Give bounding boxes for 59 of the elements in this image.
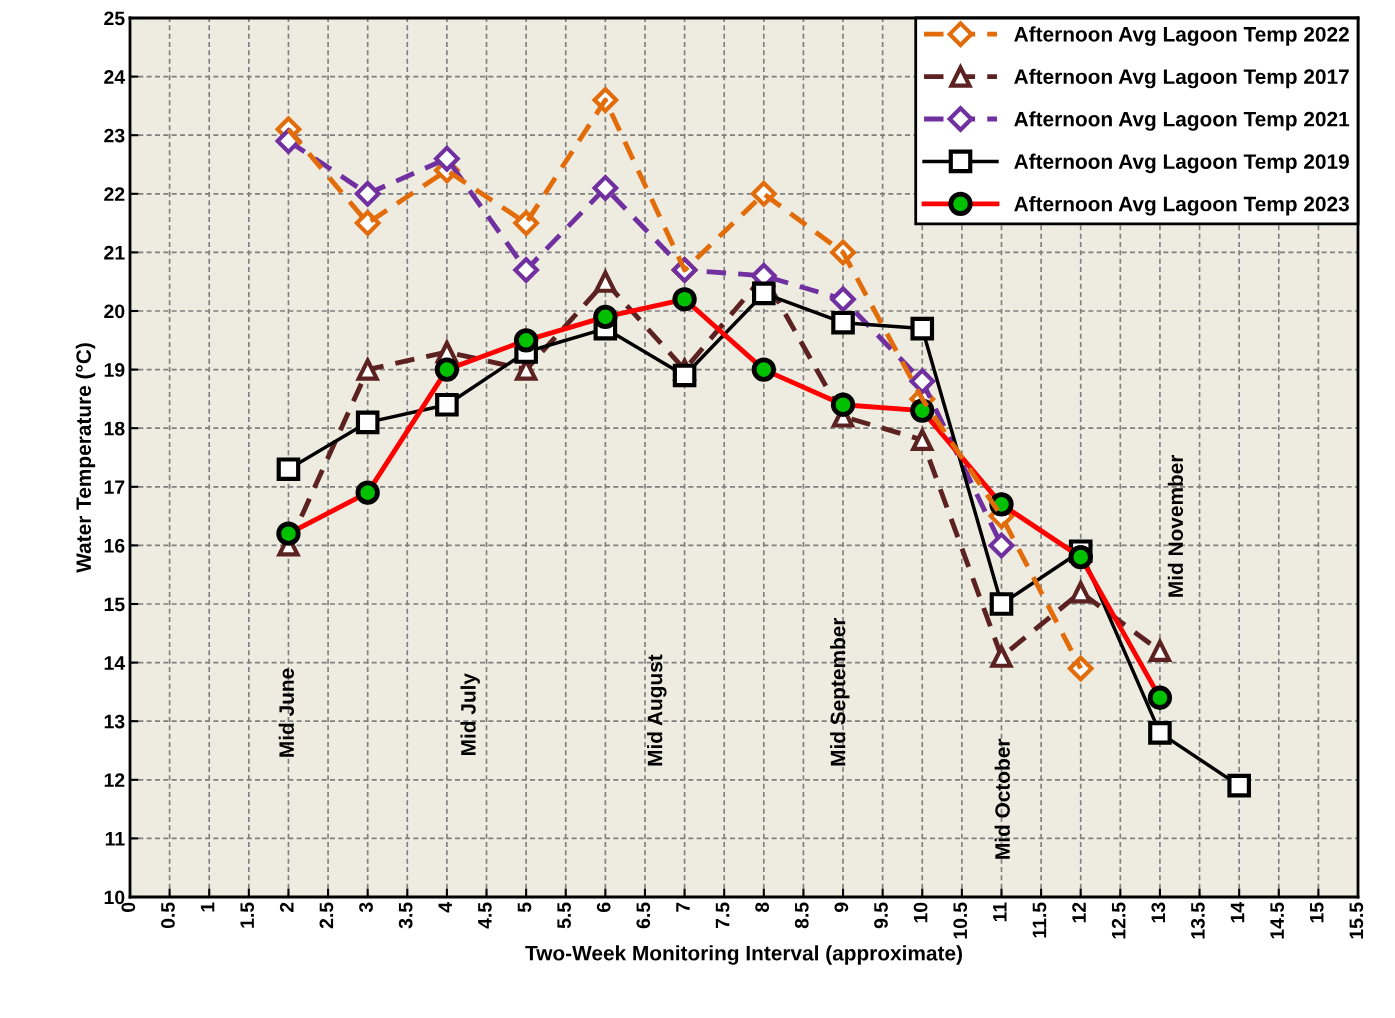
x-tick-label: 9 xyxy=(834,902,849,912)
x-tick-label: 6.5 xyxy=(636,902,651,929)
annotation: Mid June xyxy=(278,668,294,757)
x-tick-label: 12.5 xyxy=(1111,902,1126,939)
x-tick-label: 14 xyxy=(1230,901,1245,923)
legend-label: Afternoon Avg Lagoon Temp 2022 xyxy=(1014,26,1349,46)
y-tick-label: 12 xyxy=(104,773,125,787)
y-tick-label: 18 xyxy=(104,421,125,436)
x-tick-label: 11.5 xyxy=(1032,902,1047,938)
x-tick-label: 1 xyxy=(200,902,215,912)
x-tick-label: 3 xyxy=(359,902,373,913)
y-tick-label: 19 xyxy=(104,363,125,377)
x-tick-label: 13 xyxy=(1151,902,1166,923)
y-tick-label: 17 xyxy=(104,480,125,494)
x-tick-label: 4.5 xyxy=(478,902,492,929)
y-tick-label: 23 xyxy=(104,128,125,143)
x-tick-label: 10.5 xyxy=(953,902,968,939)
y-axis-title: Water Temperature (°C) xyxy=(75,343,96,573)
annotation: Mid October xyxy=(994,738,1010,859)
x-tick-label: 9.5 xyxy=(874,902,888,929)
x-tick-label: 4 xyxy=(438,901,452,913)
x-tick-label: 5.5 xyxy=(557,902,571,929)
y-tick-label: 25 xyxy=(104,11,125,26)
x-tick-label: 2.5 xyxy=(319,902,334,929)
y-tick-label: 16 xyxy=(104,538,125,553)
legend-label: Afternoon Avg Lagoon Temp 2019 xyxy=(1014,153,1349,174)
y-tick-label: 20 xyxy=(104,304,125,319)
x-tick-label: 15.5 xyxy=(1349,902,1364,939)
x-tick-label: 0.5 xyxy=(161,902,175,929)
y-tick-label: 24 xyxy=(104,70,126,84)
annotation: Mid November xyxy=(1167,454,1184,597)
annotation: Mid August xyxy=(647,654,667,766)
x-tick-label: 7.5 xyxy=(715,902,730,929)
y-tick-label: 21 xyxy=(104,245,125,260)
legend-label: Afternoon Avg Lagoon Temp 2023 xyxy=(1014,196,1349,216)
y-tick-label: 11 xyxy=(105,832,125,846)
legend-label: Afternoon Avg Lagoon Temp 2017 xyxy=(1014,68,1349,89)
x-tick-label: 8 xyxy=(755,902,770,913)
x-tick-label: 11 xyxy=(993,902,1007,922)
x-axis-title: Two-Week Monitoring Interval (approximate) xyxy=(525,945,962,965)
annotation: Mid July xyxy=(460,673,480,755)
x-tick-label: 8.5 xyxy=(794,902,809,929)
x-tick-label: 6 xyxy=(596,902,611,912)
x-tick-label: 5 xyxy=(517,902,532,913)
x-tick-label: 3.5 xyxy=(398,902,413,929)
y-tick-label: 22 xyxy=(104,187,125,201)
y-tick-label: 13 xyxy=(104,714,125,729)
x-tick-label: 14.5 xyxy=(1270,902,1284,939)
x-tick-label: 7 xyxy=(676,902,690,912)
legend-label: Afternoon Avg Lagoon Temp 2021 xyxy=(1014,111,1350,131)
x-tick-label: 12 xyxy=(1072,902,1086,923)
x-tick-label: 10 xyxy=(913,902,928,923)
x-tick-label: 1.5 xyxy=(240,902,255,928)
annotation: Mid September xyxy=(830,617,850,766)
x-tick-label: 15 xyxy=(1310,902,1324,923)
y-tick-label: 15 xyxy=(104,597,125,612)
x-tick-label: 13.5 xyxy=(1191,902,1205,939)
x-tick-label: 2 xyxy=(279,902,294,912)
y-tick-label: 14 xyxy=(104,656,126,670)
